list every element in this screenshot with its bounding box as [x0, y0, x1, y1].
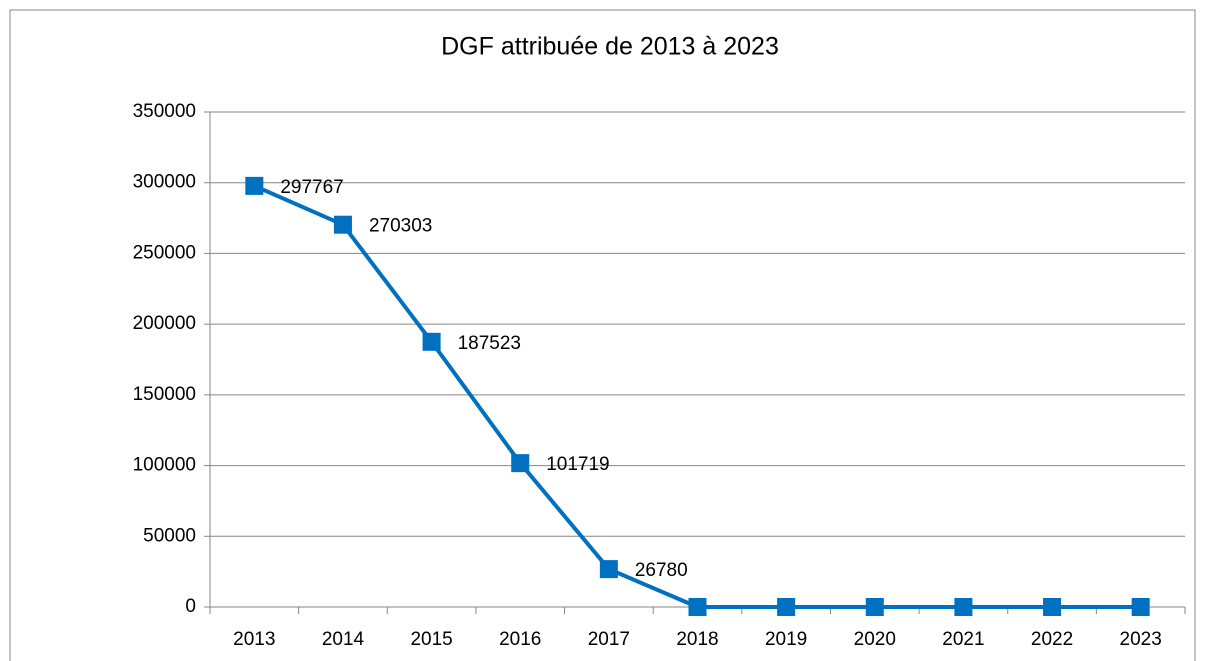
chart-title: DGF attribuée de 2013 à 2023: [441, 33, 779, 61]
x-tick-label: 2021: [942, 629, 984, 650]
x-tick-label: 2020: [854, 629, 896, 650]
marker: [422, 332, 441, 351]
y-tick-label: 250000: [133, 242, 196, 263]
x-tick-label: 2015: [410, 629, 452, 650]
y-tick-label: 350000: [133, 101, 196, 122]
x-tick-label: 2023: [1120, 629, 1162, 650]
y-tick-label: 50000: [143, 525, 196, 546]
y-tick-label: 150000: [133, 384, 196, 405]
x-tick-label: 2022: [1031, 629, 1073, 650]
marker: [245, 176, 264, 195]
marker: [511, 454, 530, 473]
x-tick-label: 2018: [676, 629, 718, 650]
marker: [777, 598, 796, 616]
marker: [1043, 598, 1062, 616]
x-tick-label: 2014: [322, 629, 365, 650]
data-label: 187523: [458, 333, 521, 354]
marker: [599, 560, 618, 579]
y-tick-label: 100000: [133, 455, 196, 476]
data-label: 26780: [635, 560, 688, 581]
x-tick-label: 2016: [499, 629, 541, 650]
marker: [688, 598, 707, 616]
data-label: 297767: [280, 177, 343, 198]
y-tick-label: 0: [185, 596, 196, 617]
y-tick-label: 200000: [133, 313, 196, 334]
data-label: 270303: [369, 216, 432, 237]
x-tick-label: 2013: [233, 629, 275, 650]
marker: [865, 598, 884, 616]
chart-border: [9, 9, 1196, 661]
marker: [333, 215, 352, 234]
y-tick-label: 300000: [133, 172, 196, 193]
data-label: 101719: [546, 454, 609, 475]
x-tick-label: 2019: [765, 629, 807, 650]
x-tick-label: 2017: [588, 629, 630, 650]
marker: [954, 598, 973, 616]
marker: [1131, 598, 1150, 616]
